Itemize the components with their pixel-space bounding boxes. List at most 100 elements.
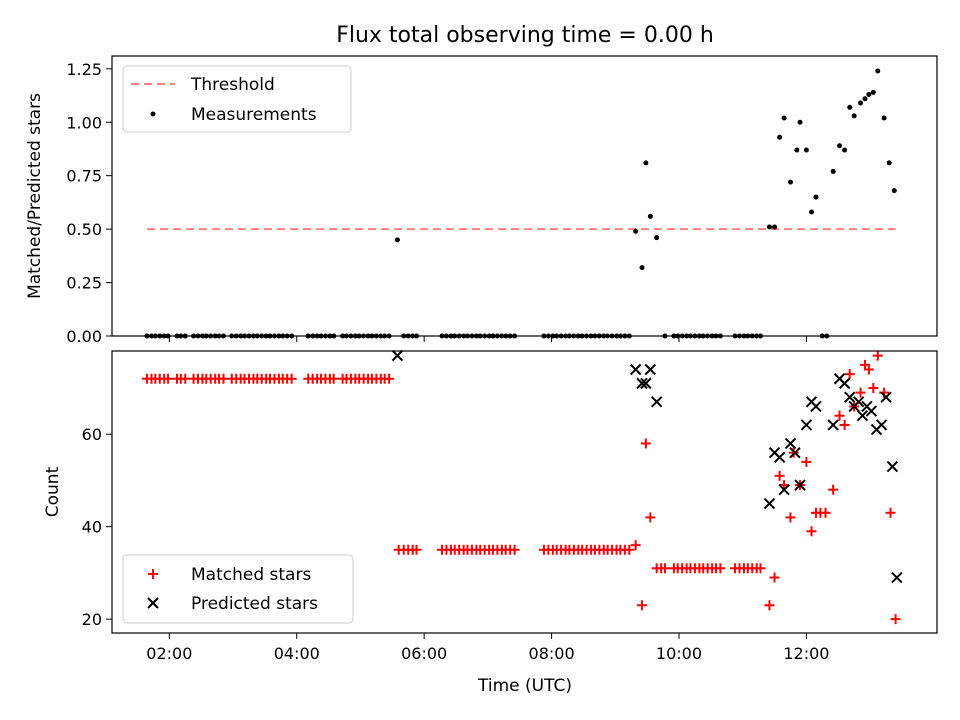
measurement-point bbox=[781, 115, 787, 121]
top-panel: 0.00 0.25 0.50 0.75 1.00 1.25 Matched/Predict… bbox=[25, 55, 938, 346]
matched-star-point bbox=[509, 544, 520, 555]
matched-star-point bbox=[630, 540, 641, 551]
matched-star-point bbox=[844, 369, 855, 380]
predicted-star-point bbox=[763, 497, 776, 510]
bottom-legend: Matched stars Predicted stars bbox=[122, 554, 354, 624]
predicted-star-point bbox=[778, 483, 790, 496]
matched-star-point bbox=[384, 373, 395, 384]
bottom-y-tick-label: 40 bbox=[82, 518, 102, 537]
matched-star-point bbox=[839, 419, 850, 430]
predicted-star-point bbox=[644, 363, 657, 376]
measurement-point bbox=[639, 265, 645, 271]
predicted-star-point bbox=[852, 396, 865, 408]
legend-matched-label: Matched stars bbox=[191, 565, 311, 585]
matched-star-point bbox=[328, 373, 339, 384]
predicted-star-point bbox=[794, 479, 806, 491]
predicted-star-point bbox=[827, 419, 839, 431]
legend-x-marker bbox=[147, 597, 159, 609]
measurement-point bbox=[881, 115, 887, 121]
measurement-point bbox=[866, 91, 872, 97]
matched-star-point bbox=[872, 350, 883, 361]
matched-star-point bbox=[659, 563, 670, 574]
measurement-point bbox=[886, 160, 892, 166]
matched-star-point bbox=[855, 387, 866, 398]
bottom-plot-marks bbox=[142, 349, 903, 625]
top-y-tick-label: 0.25 bbox=[66, 274, 102, 293]
measurement-point bbox=[862, 96, 868, 102]
predicted-star-point bbox=[856, 410, 869, 422]
matched-star-point bbox=[715, 563, 726, 574]
matched-star-point bbox=[801, 456, 812, 467]
measurement-point bbox=[870, 89, 876, 95]
predicted-star-point bbox=[865, 405, 878, 417]
top-y-tick-label: 0.50 bbox=[66, 220, 102, 239]
measurement-point bbox=[777, 134, 783, 140]
measurement-point bbox=[808, 209, 814, 215]
bottom-y-tick-label: 20 bbox=[82, 610, 102, 629]
matched-star-point bbox=[820, 507, 831, 518]
matched-star-point bbox=[885, 507, 896, 518]
measurement-point bbox=[851, 113, 857, 119]
predicted-star-point bbox=[650, 396, 663, 408]
x-tick-label: 04:00 bbox=[274, 644, 320, 663]
bottom-panel: 20 40 60 02:00 04:00 06:00 08:00 10:00 12:00 Co… bbox=[43, 349, 938, 696]
predicted-star-point bbox=[391, 349, 404, 362]
measurement-point bbox=[643, 160, 649, 166]
measurement-point bbox=[830, 168, 836, 174]
chart-title: Flux total observing time = 0.00 h bbox=[336, 23, 714, 48]
predicted-star-point bbox=[773, 451, 786, 464]
matched-star-point bbox=[764, 600, 775, 611]
measurement-point bbox=[633, 228, 639, 234]
legend-measurements-swatch bbox=[150, 111, 156, 117]
top-legend: Threshold Measurements bbox=[122, 65, 352, 133]
predicted-star-point bbox=[636, 377, 648, 390]
predicted-star-point bbox=[880, 391, 892, 403]
measurement-point bbox=[813, 194, 819, 200]
x-tick-label: 10:00 bbox=[656, 644, 702, 663]
top-y-tick-label: 1.25 bbox=[66, 60, 102, 79]
predicted-star-point bbox=[838, 377, 851, 390]
measurement-point bbox=[847, 104, 853, 110]
predicted-star-point bbox=[810, 400, 822, 413]
measurement-point bbox=[842, 147, 848, 153]
matched-star-point bbox=[828, 484, 839, 495]
matched-star-point bbox=[806, 526, 817, 537]
x-axis-label: Time (UTC) bbox=[477, 676, 572, 696]
legend-predicted-label: Predicted stars bbox=[191, 594, 318, 614]
matched-star-point bbox=[640, 438, 651, 449]
bottom-y-axis-label: Count bbox=[43, 466, 63, 517]
top-y-axis: 0.00 0.25 0.50 0.75 1.00 1.25 bbox=[66, 60, 112, 346]
measurement-point bbox=[803, 147, 809, 153]
matched-star-point bbox=[645, 512, 656, 523]
measurement-point bbox=[787, 179, 793, 185]
measurement-point bbox=[394, 237, 400, 243]
predicted-star-point bbox=[875, 419, 888, 431]
legend-matched-swatch bbox=[148, 569, 158, 579]
top-y-axis-label: Matched/Predicted stars bbox=[25, 93, 45, 299]
measurement-point bbox=[875, 68, 881, 74]
predicted-star-point bbox=[800, 419, 813, 431]
bottom-y-tick-label: 60 bbox=[82, 425, 102, 444]
matched-star-point bbox=[834, 410, 845, 421]
matched-star-point bbox=[769, 572, 780, 583]
top-legend-box bbox=[122, 65, 352, 133]
matched-star-point bbox=[785, 512, 796, 523]
predicted-star-point bbox=[784, 437, 797, 450]
predicted-star-point bbox=[886, 460, 899, 473]
measurement-point bbox=[654, 235, 660, 241]
predicted-star-point bbox=[789, 446, 801, 459]
x-tick-label: 06:00 bbox=[401, 644, 447, 663]
bottom-legend-box bbox=[122, 554, 354, 624]
top-y-tick-label: 0.00 bbox=[66, 327, 102, 346]
matched-star-point bbox=[774, 470, 785, 481]
measurement-point bbox=[766, 224, 772, 230]
matched-star-point bbox=[163, 373, 174, 384]
measurement-point bbox=[891, 188, 897, 194]
predicted-star-point bbox=[891, 571, 903, 584]
matched-star-point bbox=[637, 600, 648, 611]
legend-threshold-label: Threshold bbox=[190, 75, 275, 95]
legend-measurements-label: Measurements bbox=[191, 105, 317, 125]
matched-star-point bbox=[411, 544, 422, 555]
matched-star-point bbox=[755, 563, 766, 574]
